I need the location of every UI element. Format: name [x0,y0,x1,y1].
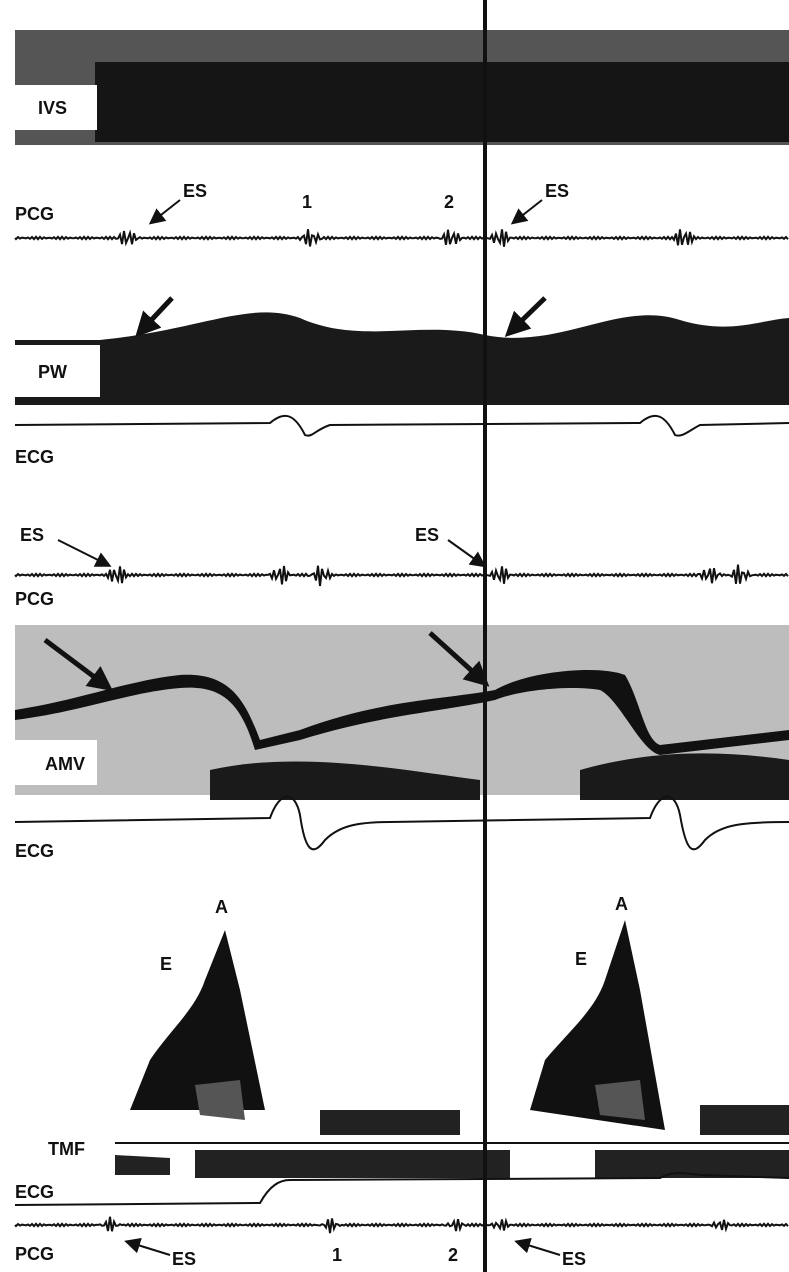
sound-label: 2 [448,1245,458,1265]
tmf-label: TMF [48,1139,85,1159]
ecg-label: ECG [15,447,54,467]
arrow [514,200,542,222]
sound-label: 1 [332,1245,342,1265]
pcg-trace [15,565,788,586]
arrow [448,540,483,565]
arrow [152,200,180,222]
es-label: ES [183,181,207,201]
ecg-trace [15,797,789,850]
echo-figure: IVS PCG ES 1 2 ES PW ECG ES ES PCG AMV E… [0,0,789,1272]
pw-label: PW [38,362,67,382]
ecg-label: ECG [15,1182,54,1202]
pcg-label: PCG [15,589,54,609]
ivs-label: IVS [38,98,67,118]
arrow [58,540,108,565]
sound-label: 1 [302,192,312,212]
amv-label: AMV [45,754,85,774]
e-label: E [575,949,587,969]
arrow [142,298,172,330]
arrow [518,1242,560,1255]
pcg-label: PCG [15,1244,54,1264]
a-label: A [215,897,228,917]
doppler-envelope [130,930,265,1110]
pcg-trace [15,1217,788,1233]
es-label: ES [20,525,44,545]
arrow [128,1242,170,1255]
pcg-trace [15,229,788,247]
es-label: ES [545,181,569,201]
arrow [512,298,545,330]
pw-band [15,312,789,405]
pcg-label: PCG [15,204,54,224]
e-label: E [160,954,172,974]
es-label: ES [562,1249,586,1269]
ivs-core [95,62,789,142]
ecg-trace [15,416,789,436]
es-label: ES [172,1249,196,1269]
ecg-label: ECG [15,841,54,861]
a-label: A [615,894,628,914]
es-label: ES [415,525,439,545]
sound-label: 2 [444,192,454,212]
